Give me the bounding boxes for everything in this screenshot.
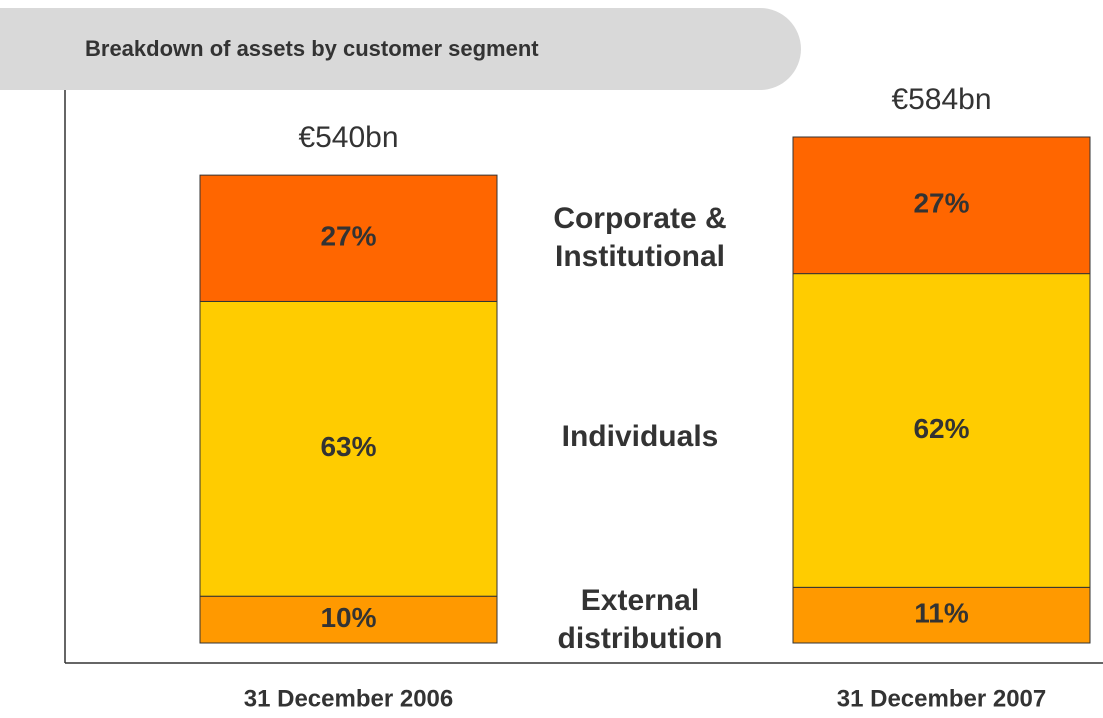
value-label: 27% [320, 221, 376, 252]
bar-segment [199, 300, 498, 597]
value-label: 11% [914, 598, 969, 629]
bar-segment [792, 273, 1091, 588]
bar-segment [199, 595, 498, 644]
x-tick-label: 31 December 2007 [837, 685, 1046, 712]
value-label: 10% [320, 602, 376, 633]
legend-label: Individuals [561, 419, 719, 453]
value-label: 62% [913, 413, 969, 444]
legend-label: External distribution [557, 583, 723, 655]
bar-segment [792, 586, 1091, 644]
title-pill [0, 8, 801, 90]
bar-segment [792, 136, 1091, 275]
value-label: 63% [320, 431, 376, 462]
bar-segment [199, 174, 498, 302]
total-label: €584bn [891, 83, 991, 116]
total-label: €540bn [298, 121, 398, 154]
value-label: 27% [913, 188, 969, 219]
chart-title: Breakdown of assets by customer segment [85, 36, 539, 61]
x-tick-label: 31 December 2006 [244, 685, 453, 712]
legend-label: Corporate & Institutional [553, 202, 727, 274]
